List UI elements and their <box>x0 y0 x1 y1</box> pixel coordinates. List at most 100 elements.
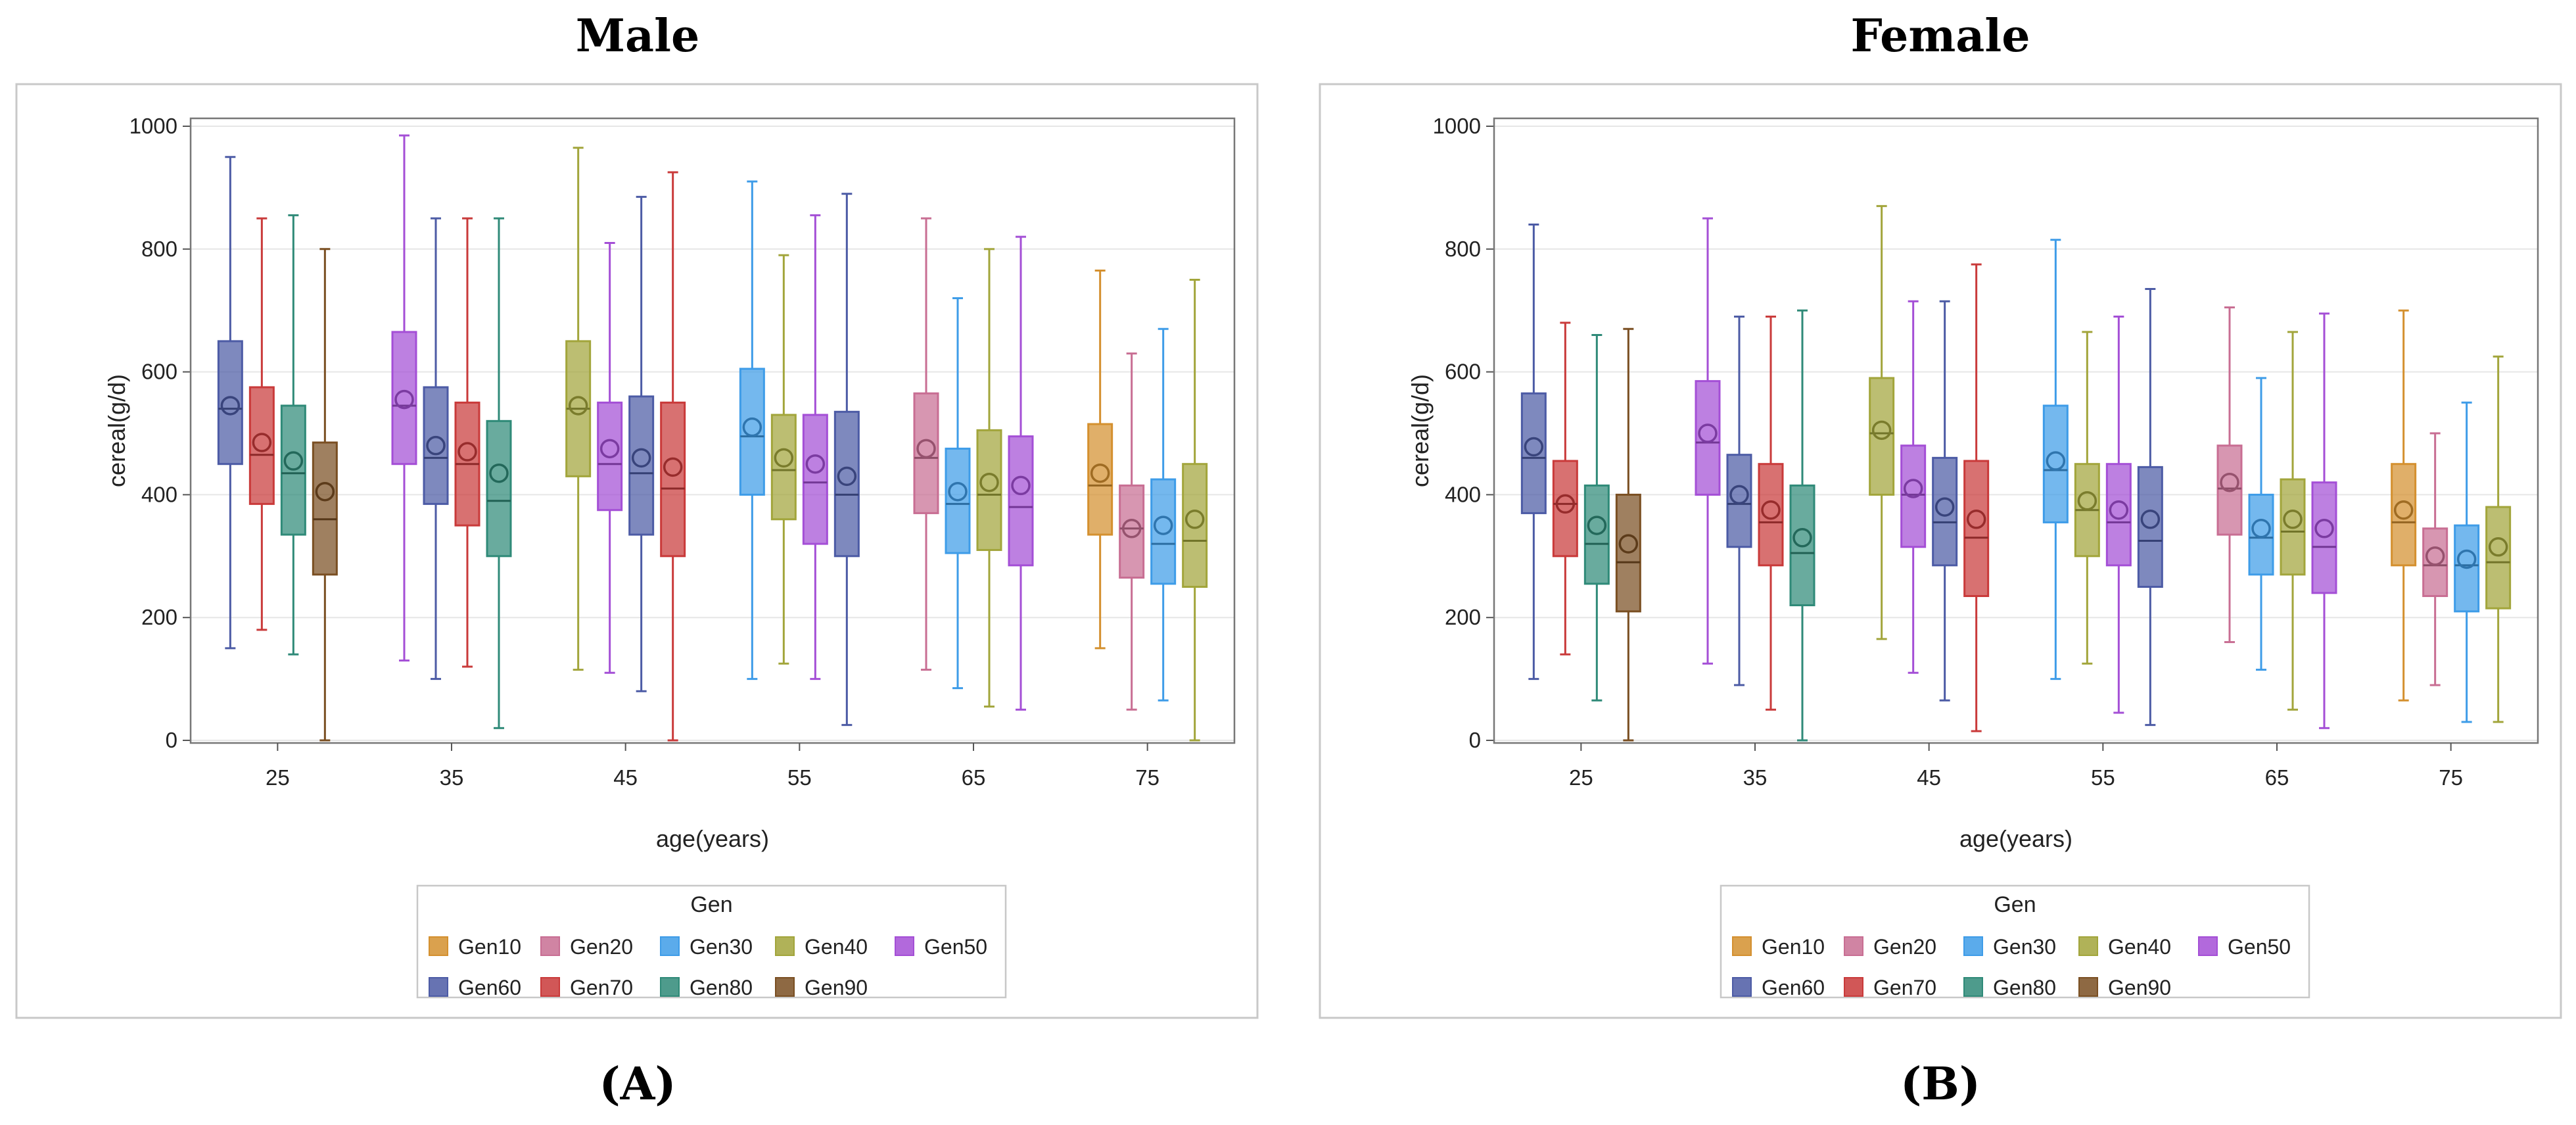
box-iqr <box>1008 435 1034 567</box>
box-Gen60-35 <box>423 217 449 681</box>
box-iqr <box>1726 454 1752 548</box>
legend-title: Gen <box>1994 892 2036 917</box>
legend-swatch <box>775 936 795 956</box>
box-Gen60-55 <box>2137 288 2163 727</box>
mean-marker <box>663 457 683 477</box>
mean-marker <box>1934 497 1955 517</box>
box-Gen50-65 <box>2311 312 2337 729</box>
mean-marker <box>1729 485 1749 505</box>
box-Gen20-65 <box>2216 306 2243 644</box>
y-tick-label: 0 <box>1469 728 1481 752</box>
mean-marker <box>916 439 936 459</box>
box-Gen50-65 <box>1008 235 1034 711</box>
x-tick-label: 55 <box>787 765 812 790</box>
legend-swatch <box>2078 977 2098 997</box>
box-iqr <box>802 414 828 545</box>
box-Gen70-45 <box>660 171 686 742</box>
mean-marker <box>283 451 304 471</box>
box-Gen30-65 <box>2248 377 2274 671</box>
mean-marker <box>1011 475 1031 496</box>
x-tick-label: 75 <box>2439 765 2463 790</box>
mean-marker <box>1090 463 1110 483</box>
legend-label: Gen90 <box>805 976 868 999</box>
mean-marker <box>774 448 794 468</box>
mean-marker <box>568 396 588 416</box>
mean-marker <box>394 389 414 410</box>
box-Gen50-55 <box>802 214 828 681</box>
box-Gen50-55 <box>2105 316 2132 714</box>
box-Gen10-75 <box>1087 269 1113 650</box>
mean-marker <box>2140 510 2161 529</box>
box-Gen30-75 <box>1150 327 1177 702</box>
legend: Gen Gen10 Gen20 Gen30 Gen40 Gen50 Gen60 Gen70 Ge… <box>416 884 1007 999</box>
box-Gen40-75 <box>1182 279 1208 742</box>
legend-label: Gen30 <box>1993 935 2056 959</box>
mean-marker <box>2425 546 2445 566</box>
mean-marker <box>2393 500 2414 520</box>
y-tick-label: 600 <box>1445 360 1481 384</box>
x-axis-label: age(years) <box>1959 825 2073 852</box>
box-Gen70-25 <box>1552 322 1578 656</box>
x-tick-label: 45 <box>1917 765 1941 790</box>
plot-area-frame <box>189 117 1236 744</box>
y-tick-label: 1000 <box>1433 114 1481 138</box>
box-Gen40-45 <box>1869 204 1895 640</box>
y-tick-label: 200 <box>1445 605 1481 629</box>
mean-marker <box>599 439 620 459</box>
legend-swatch <box>2198 936 2218 956</box>
legend-swatch <box>540 977 560 997</box>
box-iqr <box>1869 377 1895 496</box>
box-iqr <box>1182 463 1208 588</box>
mean-marker <box>837 466 857 487</box>
legend-swatch <box>1963 936 1983 956</box>
box-Gen40-65 <box>2280 331 2306 711</box>
legend-label: Gen10 <box>458 935 521 959</box>
x-tick-label: 65 <box>2265 765 2289 790</box>
legend-label: Gen70 <box>570 976 633 999</box>
mean-marker <box>1761 500 1781 520</box>
box-iqr <box>2422 527 2448 598</box>
mean-marker <box>2251 519 2271 539</box>
legend-swatch <box>429 936 448 956</box>
mean-marker <box>2109 500 2129 520</box>
box-Gen60-45 <box>1932 300 1958 702</box>
legend-swatch <box>1963 977 1983 997</box>
box-Gen30-65 <box>945 297 971 690</box>
legend-label: Gen20 <box>1873 935 1936 959</box>
legend-swatch <box>1844 936 1863 956</box>
box-Gen50-45 <box>1900 300 1927 674</box>
mean-marker <box>489 463 509 483</box>
mean-marker <box>2488 537 2508 557</box>
mean-marker <box>1618 534 1639 554</box>
box-iqr <box>1900 444 1927 548</box>
legend-swatch <box>660 977 680 997</box>
legend-swatch <box>775 977 795 997</box>
panel-caption: (B) <box>1900 1058 1980 1111</box>
mean-marker <box>2220 472 2239 492</box>
mean-marker <box>1903 479 1923 498</box>
box-Gen20-75 <box>2422 432 2448 686</box>
legend-label: Gen30 <box>690 935 753 959</box>
box-iqr <box>1087 423 1113 536</box>
x-tick-label: 25 <box>1569 765 1593 790</box>
box-Gen40-45 <box>565 147 592 671</box>
box-Gen60-25 <box>1520 223 1547 681</box>
x-axis-label: age(years) <box>656 825 769 852</box>
legend-label: Gen40 <box>805 935 868 959</box>
panel-female: Female (B) 0 200 400 600 800 1000 cereal(g/d) 2… <box>1319 10 2562 1111</box>
mean-marker <box>948 481 968 502</box>
box-Gen50-35 <box>391 134 417 662</box>
legend-swatch <box>540 936 560 956</box>
chart-title: Male <box>576 10 699 62</box>
mean-marker <box>2283 510 2303 529</box>
box-Gen20-75 <box>1119 352 1145 711</box>
box-iqr <box>1520 392 1547 514</box>
legend-label: Gen50 <box>924 935 987 959</box>
box-Gen60-55 <box>833 193 860 727</box>
plot-area-frame <box>1493 117 2539 744</box>
box-Gen40-75 <box>2485 355 2512 723</box>
mean-marker <box>252 433 272 452</box>
mean-marker <box>979 472 999 492</box>
legend-swatch <box>895 936 914 956</box>
mean-marker <box>1184 510 1205 529</box>
